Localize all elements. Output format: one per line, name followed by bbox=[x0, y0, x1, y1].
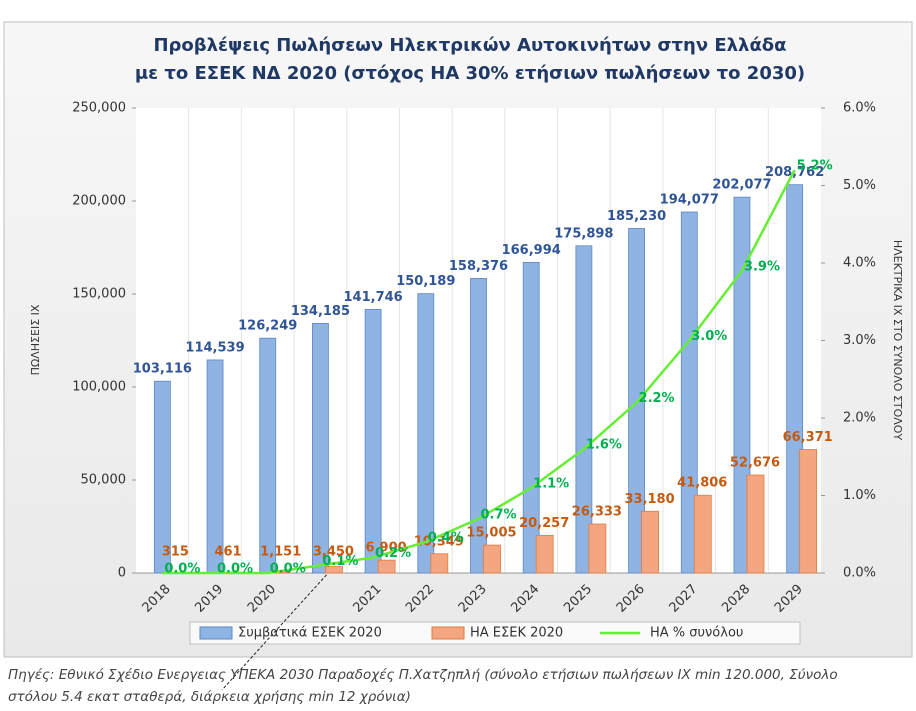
y-axis-label: ΠΩΛΗΣΕΙΣ ΙΧ bbox=[29, 304, 42, 375]
bar bbox=[641, 510, 659, 574]
bar bbox=[206, 359, 224, 574]
y-tick-label: 250,000 bbox=[72, 101, 126, 116]
data-label: 20,257 bbox=[519, 516, 569, 531]
data-label: 126,249 bbox=[238, 319, 297, 334]
data-label: 0.4% bbox=[428, 531, 464, 546]
y2-tick-label: 6.0% bbox=[843, 101, 876, 116]
legend bbox=[189, 621, 801, 645]
chart-title: Προβλέψεις Πωλήσεων Ηλεκτρικών Αυτοκινήτ… bbox=[153, 35, 786, 56]
data-label: 10,349 bbox=[414, 534, 464, 549]
chart-title: με το ΕΣΕΚ ΝΔ 2020 (στόχος ΗΑ 30% ετήσιω… bbox=[135, 63, 805, 84]
legend-label: ΗΑ % συνόλου bbox=[650, 626, 743, 641]
y2-tick-label: 5.0% bbox=[843, 178, 876, 193]
bar bbox=[733, 196, 751, 574]
data-label: 194,077 bbox=[660, 193, 719, 208]
data-label: 0.0% bbox=[164, 562, 200, 577]
data-label: 2.2% bbox=[639, 391, 675, 406]
bar bbox=[575, 245, 593, 574]
data-label: 1,151 bbox=[260, 545, 301, 560]
bar bbox=[312, 323, 329, 574]
data-label: 150,189 bbox=[396, 274, 455, 289]
data-label: 66,371 bbox=[783, 430, 833, 445]
data-label: 158,376 bbox=[449, 259, 508, 274]
source-note: στόλου 5.4 εκατ σταθερά, διάρκεια χρήσης… bbox=[8, 689, 411, 705]
data-label: 41,806 bbox=[677, 476, 727, 491]
bar bbox=[364, 308, 382, 574]
y-tick-label: 150,000 bbox=[72, 287, 126, 302]
data-label: 5.2% bbox=[797, 159, 833, 174]
legend-swatch bbox=[431, 626, 465, 640]
bar bbox=[470, 278, 487, 574]
data-label: 33,180 bbox=[624, 492, 674, 507]
source-note: Πηγές: Εθνικό Σχέδιο Ενεργειας ΥΠΕΚΑ 203… bbox=[8, 667, 838, 683]
bar bbox=[325, 566, 343, 574]
data-label: 202,077 bbox=[712, 178, 771, 193]
y-tick-label: 200,000 bbox=[72, 194, 126, 209]
line bbox=[162, 169, 796, 575]
data-label: 0.1% bbox=[322, 554, 358, 569]
data-label: 3.0% bbox=[691, 329, 727, 344]
data-label: 315 bbox=[162, 545, 189, 560]
data-label: 461 bbox=[214, 545, 241, 560]
bar bbox=[535, 534, 554, 574]
bar bbox=[417, 293, 435, 574]
data-label: 0.2% bbox=[375, 546, 411, 561]
bar bbox=[786, 184, 804, 574]
data-label: 0.7% bbox=[480, 507, 516, 522]
bar bbox=[799, 449, 818, 574]
bar bbox=[588, 523, 607, 574]
data-label: 1.6% bbox=[586, 438, 622, 453]
data-label: 26,333 bbox=[572, 505, 622, 520]
annotation-line bbox=[221, 559, 341, 691]
data-label: 3,450 bbox=[313, 545, 354, 560]
legend-label: Συμβατικά ΕΣΕΚ 2020 bbox=[238, 626, 382, 641]
data-label: 175,898 bbox=[554, 226, 613, 241]
bar bbox=[377, 559, 396, 574]
y-tick-label: 100,000 bbox=[72, 380, 126, 395]
bar bbox=[693, 494, 712, 574]
y-tick-label: 50,000 bbox=[81, 473, 127, 488]
data-label: 208,762 bbox=[765, 165, 824, 180]
data-label: 1.1% bbox=[533, 476, 569, 491]
data-label: 134,185 bbox=[291, 304, 350, 319]
y2-tick-label: 0.0% bbox=[843, 566, 876, 581]
bar bbox=[259, 337, 277, 574]
data-label: 185,230 bbox=[607, 209, 666, 224]
y-tick-label: 0 bbox=[118, 566, 126, 581]
y2-axis-label: ΗΛΕΚΤΡΙΚΑ ΙΧ ΣΤΟ ΣΥΝΟΛΟ ΣΤΟΛΟΥ bbox=[891, 240, 904, 441]
y2-tick-label: 3.0% bbox=[843, 333, 876, 348]
y2-tick-label: 4.0% bbox=[843, 256, 876, 271]
data-label: 3.9% bbox=[744, 259, 780, 274]
y2-tick-label: 2.0% bbox=[843, 411, 876, 426]
data-label: 141,746 bbox=[344, 290, 403, 305]
data-label: 114,539 bbox=[185, 340, 244, 355]
bar bbox=[483, 544, 501, 574]
legend-swatch bbox=[199, 626, 233, 640]
data-label: 0.0% bbox=[270, 562, 306, 577]
data-label: 52,676 bbox=[730, 456, 780, 471]
data-label: 103,116 bbox=[133, 362, 192, 377]
bar bbox=[522, 261, 540, 574]
bar bbox=[746, 474, 765, 574]
data-label: 15,005 bbox=[466, 526, 516, 541]
legend-label: ΗΑ ΕΣΕΚ 2020 bbox=[470, 626, 563, 641]
data-label: 166,994 bbox=[502, 243, 561, 258]
y2-tick-label: 1.0% bbox=[843, 488, 876, 503]
data-label: 0.0% bbox=[217, 562, 253, 577]
bar bbox=[430, 553, 449, 574]
bar bbox=[680, 211, 698, 574]
